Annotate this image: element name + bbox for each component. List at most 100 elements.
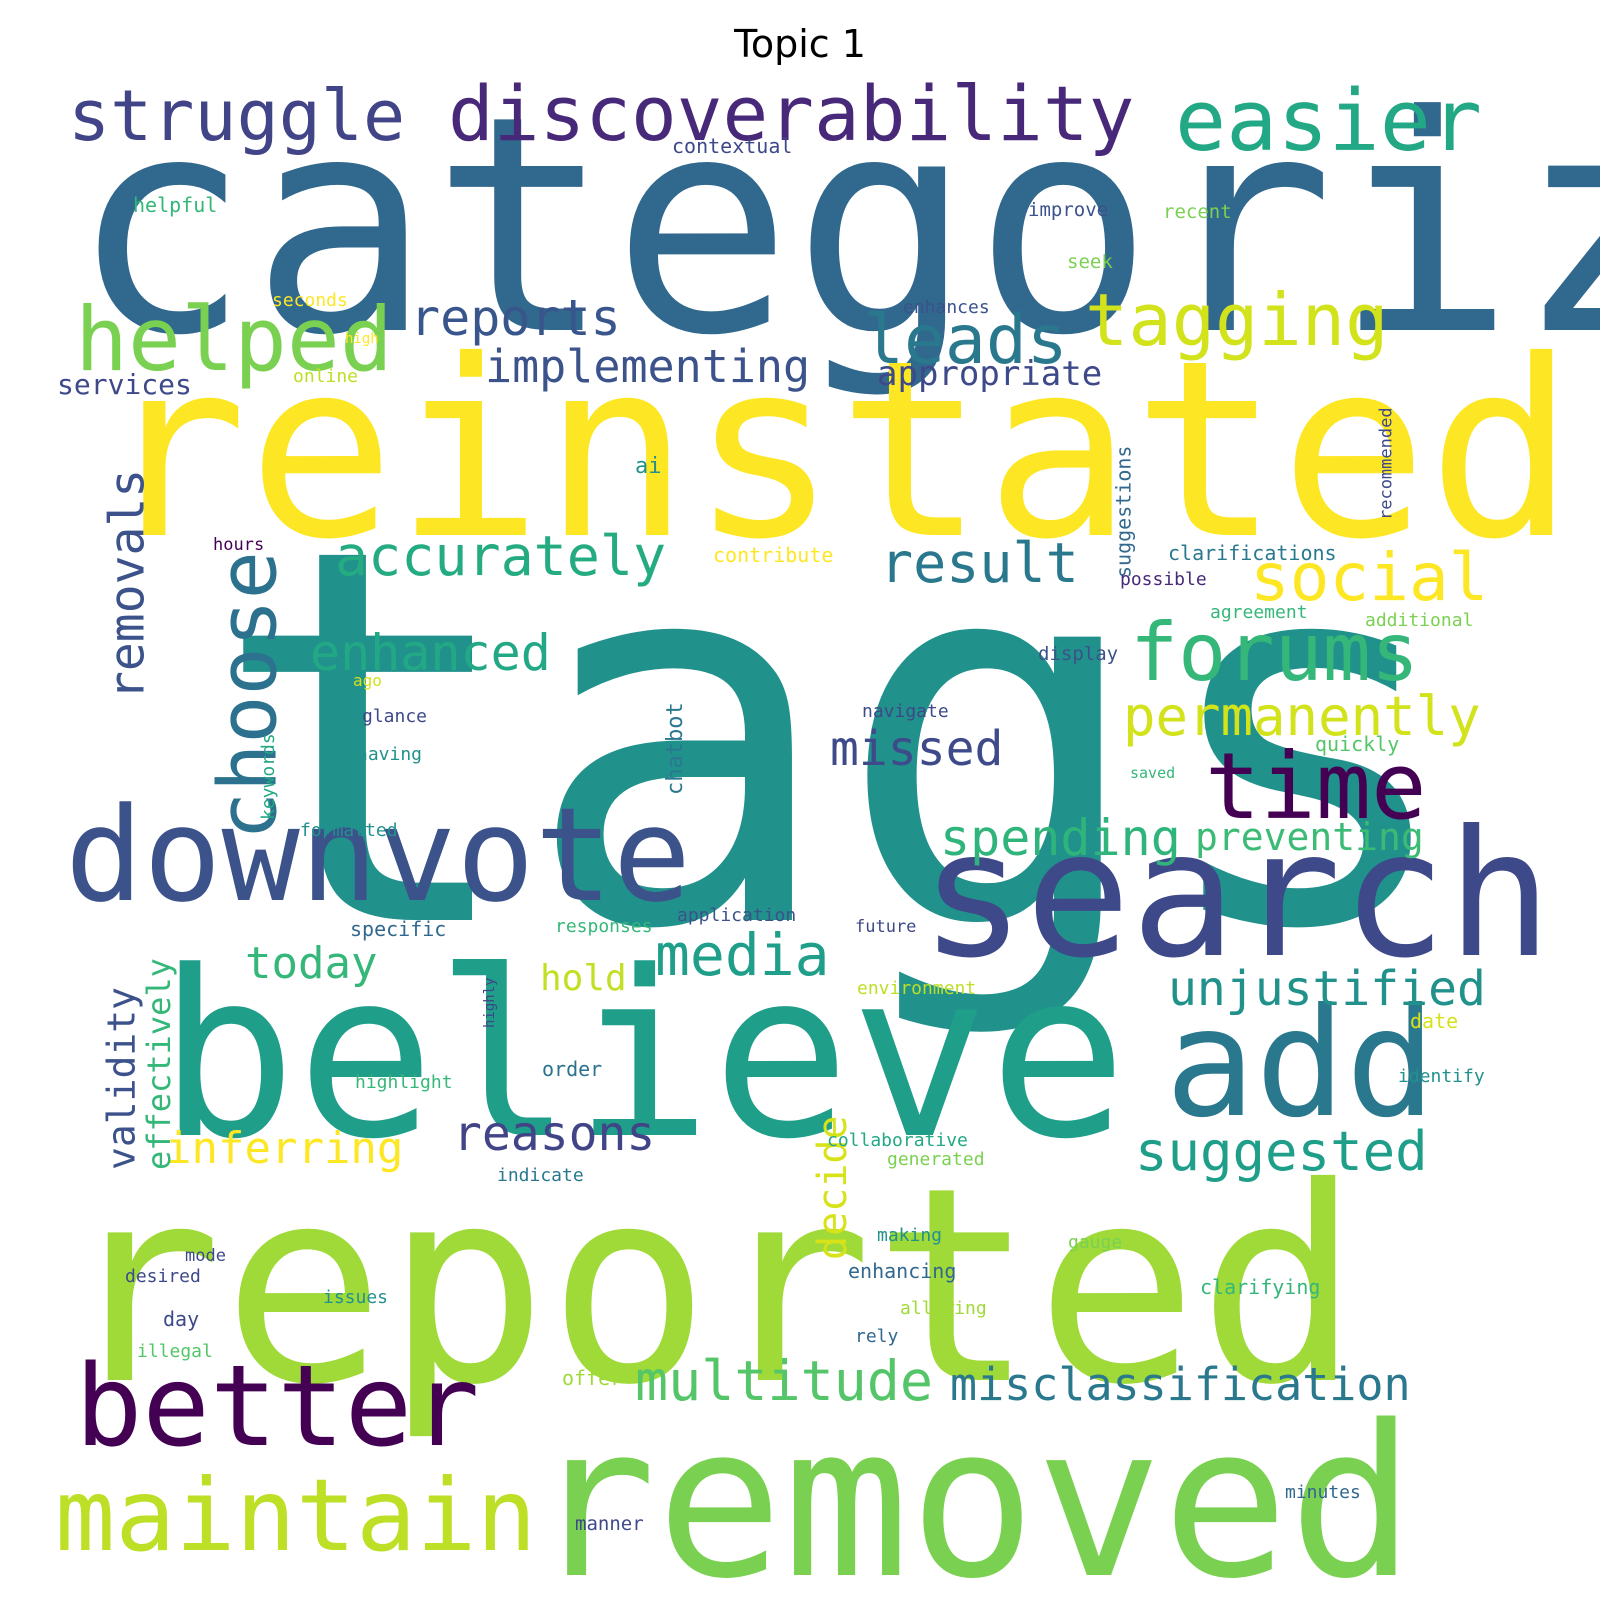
word-additional: additional — [1365, 610, 1473, 631]
word-specific: specific — [350, 917, 446, 941]
word-display: display — [1038, 643, 1118, 665]
word-order: order — [542, 1057, 602, 1081]
chart-title: Topic 1 — [734, 22, 866, 66]
word-discoverability: discoverability — [448, 69, 1134, 158]
word-chatbot: chatbot — [663, 702, 688, 795]
word-reinstated: reinstated — [100, 308, 1575, 593]
word-tagging: tagging — [1085, 278, 1388, 362]
word-time: time — [1205, 733, 1427, 840]
word-leads: leads — [863, 301, 1068, 380]
word-hold: hold — [540, 958, 627, 999]
word-quickly: quickly — [1315, 732, 1399, 756]
word-generated: generated — [887, 1149, 985, 1170]
word-forums: forums — [1130, 606, 1419, 699]
word-appropriate: appropriate — [877, 354, 1102, 394]
word-reported: reported — [60, 1129, 1360, 1444]
word-downvote: downvote — [65, 779, 691, 931]
word-desired: desired — [125, 1266, 201, 1287]
word-categorize: categorize — [70, 52, 1600, 401]
word-better: better — [75, 1342, 480, 1472]
word-having: having — [357, 744, 422, 765]
word-high: high — [345, 331, 379, 347]
word-allowing: allowing — [900, 1298, 987, 1319]
word-keywords: keywords — [258, 733, 279, 820]
word-enhanced: enhanced — [310, 624, 551, 682]
word-offer: offer — [562, 1366, 622, 1390]
word-implementing: implementing — [485, 340, 810, 393]
word-responses: responses — [555, 916, 653, 937]
word-effectively: effectively — [140, 958, 178, 1170]
word-day: day — [163, 1307, 199, 1331]
word-result: result — [880, 531, 1079, 595]
word-gauge: gauge — [1068, 1232, 1122, 1253]
word-easier: easier — [1175, 72, 1482, 171]
word-helpful: helpful — [133, 193, 217, 217]
word-accurately: accurately — [335, 524, 666, 588]
word-permanently: permanently — [1123, 685, 1481, 748]
word-inferring: inferring — [165, 1123, 403, 1174]
word-navigate: navigate — [862, 701, 949, 722]
word-enhancing: enhancing — [848, 1259, 956, 1283]
word-reports: reports — [410, 289, 621, 347]
word-collaborative: collaborative — [827, 1130, 968, 1151]
word-agreement: agreement — [1210, 602, 1308, 623]
word-contribute: contribute — [713, 543, 833, 567]
word-unjustified: unjustified — [1168, 961, 1486, 1017]
word-mode: mode — [185, 1246, 226, 1266]
word-rely: rely — [855, 1326, 899, 1347]
word-spending: spending — [940, 809, 1181, 867]
word-decide: decide — [810, 1116, 856, 1261]
word-indicate: indicate — [497, 1165, 584, 1186]
word-making: making — [877, 1225, 942, 1246]
word-recommended: recommended — [1376, 407, 1396, 520]
word-recent: recent — [1163, 201, 1232, 223]
word-misclassification: misclassification — [950, 1358, 1411, 1411]
word-formatted: formatted — [300, 820, 398, 841]
word-hours: hours — [213, 535, 264, 555]
word-validity: validity — [100, 987, 144, 1170]
word-seconds: seconds — [272, 290, 348, 311]
word-social: social — [1250, 539, 1488, 616]
word-removals: removals — [99, 469, 155, 700]
word-application: application — [677, 905, 796, 926]
word-preventing: preventing — [1195, 815, 1424, 859]
word-highly: highly — [482, 977, 498, 1028]
word-contextual: contextual — [672, 134, 792, 158]
word-multitude: multitude — [635, 1349, 933, 1413]
word-saved: saved — [1130, 764, 1175, 782]
word-believe: believe — [158, 923, 1127, 1190]
word-clarifications: clarifications — [1168, 541, 1337, 565]
word-ago: ago — [353, 671, 382, 690]
word-services: services — [57, 368, 192, 401]
word-struggle: struggle — [68, 75, 405, 157]
word-minutes: minutes — [1285, 1482, 1361, 1503]
word-identify: identify — [1398, 1066, 1485, 1087]
word-illegal: illegal — [137, 1341, 213, 1362]
word-improve: improve — [1028, 199, 1108, 221]
word-suggested: suggested — [1135, 1120, 1428, 1183]
word-manner: manner — [575, 1513, 644, 1535]
word-environment: environment — [857, 978, 976, 999]
word-today: today — [245, 938, 377, 989]
word-maintain: maintain — [55, 1457, 537, 1574]
word-seek: seek — [1067, 251, 1113, 273]
word-possible: possible — [1120, 569, 1207, 590]
word-date: date — [1410, 1009, 1458, 1033]
word-helped: helped — [75, 288, 393, 391]
word-search: search — [920, 794, 1552, 997]
word-tags: tags — [210, 437, 1462, 1043]
word-add: add — [1165, 977, 1436, 1151]
word-ai: ai — [635, 454, 662, 479]
word-issues: issues — [323, 1287, 388, 1308]
word-reasons: reasons — [453, 1106, 655, 1162]
word-glance: glance — [362, 706, 427, 727]
word-highlight: highlight — [355, 1072, 453, 1093]
word-media: media — [655, 921, 830, 989]
word-suggestions: suggestions — [1112, 446, 1136, 578]
word-clarifying: clarifying — [1200, 1275, 1320, 1299]
word-choose: choose — [201, 551, 294, 840]
word-enhances: enhances — [903, 297, 990, 318]
word-missed: missed — [830, 721, 1003, 777]
word-future: future — [855, 917, 916, 937]
